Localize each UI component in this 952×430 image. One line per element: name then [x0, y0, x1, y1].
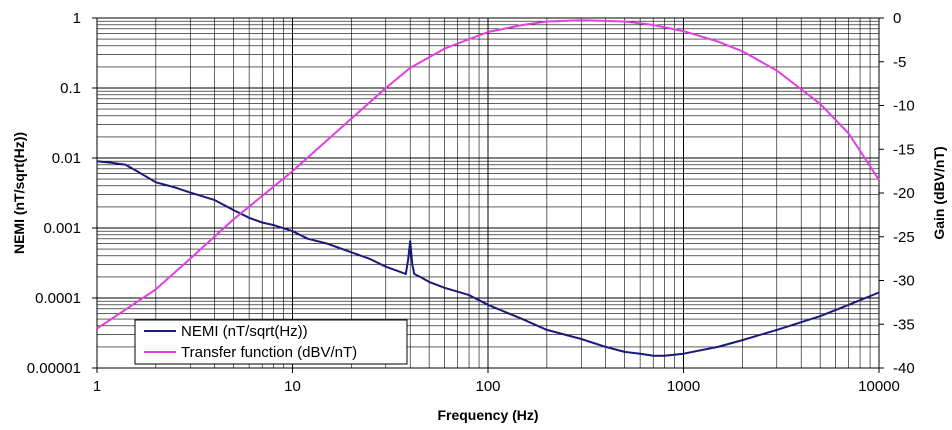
y-right-axis-ticks: 0 -5 -10 -15 -20 -25 -30 -35 -40	[879, 10, 915, 377]
legend-label-transfer: Transfer function (dBV/nT)	[181, 344, 357, 361]
x-tick-label: 10000	[858, 378, 900, 395]
y-right-tick-label: -40	[893, 360, 915, 377]
y-left-axis-label: NEMI (nT/sqrt(Hz))	[11, 132, 27, 254]
y-right-tick-label: -25	[893, 229, 915, 246]
x-tick-label: 1000	[667, 378, 700, 395]
series-line-nemi	[96, 160, 880, 357]
y-right-tick-label: -30	[893, 273, 915, 290]
grid-lines	[96, 18, 879, 369]
y-right-tick-label: -10	[893, 98, 915, 115]
x-tick-label: 1	[93, 378, 101, 395]
x-axis-label: Frequency (Hz)	[437, 407, 538, 423]
y-right-tick-label: -5	[893, 54, 906, 71]
y-left-tick-label: 0.001	[43, 220, 81, 237]
y-right-tick-label: -15	[893, 141, 915, 158]
x-tick-label: 10	[284, 378, 301, 395]
legend: NEMI (nT/sqrt(Hz)) Transfer function (dB…	[134, 319, 408, 365]
y-left-tick-label: 0.1	[60, 80, 81, 97]
series-line-transfer	[96, 19, 880, 330]
y-left-tick-label: 0.01	[52, 150, 81, 167]
x-tick-label: 100	[475, 378, 500, 395]
y-left-axis-ticks: 1 0.1 0.01 0.001 0.0001 0.00001	[27, 10, 97, 377]
series-group	[96, 19, 880, 357]
y-left-tick-label: 0.00001	[27, 360, 81, 377]
y-left-tick-label: 1	[73, 10, 81, 27]
y-right-axis-label: Gain (dBV/nT)	[931, 146, 947, 239]
legend-label-nemi: NEMI (nT/sqrt(Hz))	[181, 323, 308, 340]
y-left-tick-label: 0.0001	[35, 290, 81, 307]
y-right-tick-label: -20	[893, 185, 915, 202]
y-right-tick-label: 0	[893, 10, 901, 27]
y-right-tick-label: -35	[893, 316, 915, 333]
legend-box	[134, 319, 408, 365]
x-axis-ticks: 1 10 100 1000 10000	[93, 368, 900, 395]
